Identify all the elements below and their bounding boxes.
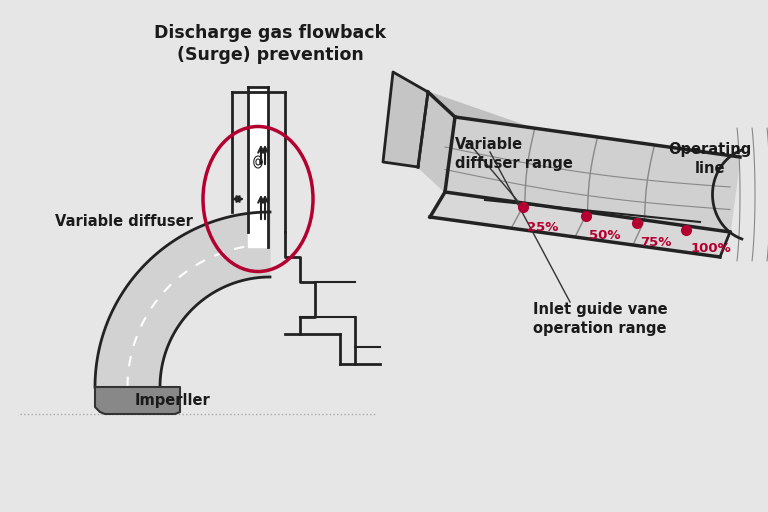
Polygon shape — [418, 92, 455, 192]
Text: 25%: 25% — [527, 221, 558, 234]
Text: 75%: 75% — [640, 236, 671, 249]
Polygon shape — [430, 192, 730, 257]
Text: Operating
line: Operating line — [668, 142, 752, 176]
Text: Discharge gas flowback
(Surge) prevention: Discharge gas flowback (Surge) preventio… — [154, 24, 386, 64]
Polygon shape — [383, 72, 428, 167]
Text: Inlet guide vane
operation range: Inlet guide vane operation range — [533, 302, 667, 335]
Polygon shape — [248, 87, 268, 247]
Text: 50%: 50% — [588, 229, 620, 242]
Polygon shape — [428, 92, 740, 197]
Polygon shape — [95, 387, 180, 414]
Text: Variable diffuser: Variable diffuser — [55, 215, 193, 229]
Text: Imperller: Imperller — [135, 393, 210, 408]
Text: Variable
diffuser range: Variable diffuser range — [455, 137, 573, 170]
Polygon shape — [445, 117, 740, 232]
Polygon shape — [95, 212, 270, 387]
Text: 100%: 100% — [690, 242, 731, 255]
